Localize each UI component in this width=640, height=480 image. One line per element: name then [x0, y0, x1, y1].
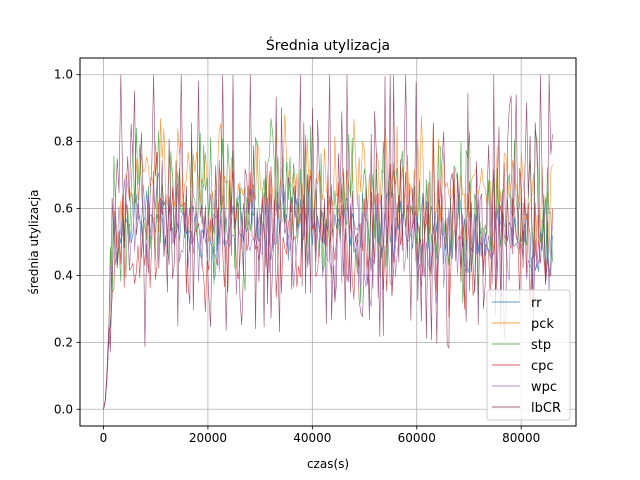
- series-line-wpc: [103, 172, 553, 410]
- y-axis-label: średnia utylizacja: [27, 189, 41, 294]
- series-lines: [103, 74, 553, 410]
- y-tick-label: 0.6: [54, 202, 73, 216]
- x-axis-label: czas(s): [307, 457, 349, 471]
- legend-label-pck: pck: [531, 317, 554, 332]
- series-line-lbCR: [103, 74, 553, 410]
- axes-frame: [79, 57, 577, 427]
- legend-label-wpc: wpc: [531, 380, 557, 395]
- legend-box: [486, 289, 571, 421]
- legend-label-rr: rr: [531, 296, 542, 311]
- x-tick-label: 80000: [502, 431, 540, 445]
- x-tick-label: 60000: [398, 431, 436, 445]
- y-tick-label: 1.0: [54, 68, 73, 82]
- axis-ticks: 0 20000 40000 60000 80000 0.0 0.2 0.4 0.6 0.8 1.0: [54, 68, 540, 445]
- y-tick-label: 0.8: [54, 135, 73, 149]
- x-tick-label: 0: [100, 431, 108, 445]
- legend-label-cpc: cpc: [531, 359, 554, 374]
- y-tick-label: 0.4: [54, 268, 73, 282]
- y-tick-label: 0.2: [54, 335, 73, 349]
- legend: rr pck stp cpc wpc lbCR: [486, 289, 571, 421]
- legend-label-stp: stp: [531, 338, 551, 353]
- x-tick-label: 20000: [189, 431, 227, 445]
- y-tick-label: 0.0: [54, 402, 73, 416]
- chart-title: Średnia utylizacja: [266, 36, 390, 54]
- x-tick-label: 40000: [293, 431, 331, 445]
- legend-label-lbCR: lbCR: [531, 401, 561, 416]
